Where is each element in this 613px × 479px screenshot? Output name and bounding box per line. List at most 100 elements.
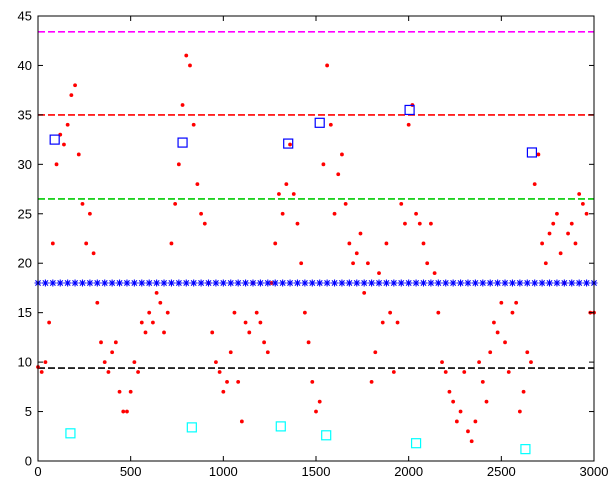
asterisk-marker: [49, 279, 57, 287]
data-point: [121, 409, 126, 414]
data-point: [65, 122, 70, 127]
data-point: [354, 251, 359, 256]
data-point: [429, 221, 433, 226]
asterisk-marker: [390, 279, 398, 287]
asterisk-marker: [368, 279, 376, 287]
data-point: [525, 350, 530, 355]
asterisk-marker: [293, 279, 301, 287]
asterisk-marker: [219, 279, 227, 287]
asterisk-marker: [427, 279, 435, 287]
asterisk-marker: [412, 279, 420, 287]
asterisk-marker: [286, 279, 294, 287]
data-point: [125, 409, 129, 414]
data-point: [443, 370, 448, 374]
data-point: [484, 399, 489, 404]
data-point: [295, 221, 300, 226]
x-tick-label: 3000: [580, 464, 609, 479]
data-point: [280, 211, 285, 216]
data-point: [373, 350, 378, 355]
asterisk-marker: [382, 279, 390, 287]
data-point: [180, 103, 185, 107]
y-tick-label: 20: [18, 256, 32, 271]
data-point: [191, 122, 196, 127]
data-point: [188, 63, 192, 68]
data-point: [536, 152, 541, 157]
asterisk-marker: [138, 279, 146, 287]
asterisk-marker: [256, 279, 264, 287]
data-point: [362, 290, 367, 295]
y-tick-label: 15: [18, 305, 32, 320]
data-point: [432, 271, 437, 276]
data-point: [421, 241, 426, 246]
data-point: [584, 211, 589, 216]
asterisk-marker: [345, 279, 353, 287]
asterisk-marker: [338, 279, 346, 287]
asterisk-marker: [242, 279, 250, 287]
data-point: [317, 399, 322, 404]
y-tick-labels: 0 5 10 15 20 25 30 35 40 45: [18, 9, 32, 469]
data-point: [162, 330, 166, 335]
asterisk-marker: [531, 279, 539, 287]
asterisk-marker: [442, 279, 450, 287]
data-point: [228, 350, 233, 355]
asterisk-marker: [471, 279, 479, 287]
data-point: [284, 182, 289, 187]
data-point: [310, 379, 315, 384]
data-point: [106, 370, 111, 374]
asterisk-marker: [301, 279, 309, 287]
data-point: [247, 330, 252, 335]
data-point: [480, 379, 485, 384]
data-point: [269, 281, 274, 285]
data-point: [232, 310, 237, 315]
asterisk-marker: [397, 279, 405, 287]
asterisk-marker: [323, 279, 331, 287]
asterisk-marker: [123, 279, 131, 287]
data-point: [128, 389, 133, 394]
asterisk-marker: [234, 279, 242, 287]
data-point: [488, 350, 493, 355]
data-point: [210, 330, 215, 335]
data-point: [151, 320, 155, 325]
asterisk-marker: [78, 279, 86, 287]
data-point: [54, 162, 59, 167]
data-point: [414, 211, 418, 216]
square-marker: [404, 104, 415, 116]
data-point: [558, 251, 563, 256]
data-point: [573, 241, 578, 246]
data-point: [139, 320, 144, 325]
data-point: [95, 300, 100, 305]
data-point: [473, 419, 478, 424]
asterisk-marker: [479, 279, 487, 287]
data-point: [328, 122, 333, 127]
asterisk-marker: [449, 279, 457, 287]
asterisk-marker: [86, 279, 94, 287]
asterisk-marker: [583, 279, 591, 287]
asterisk-marker: [434, 279, 442, 287]
asterisk-marker: [160, 279, 168, 287]
asterisk-marker: [212, 279, 220, 287]
asterisk-marker: [101, 279, 109, 287]
asterisk-marker: [190, 279, 198, 287]
series-2: [49, 104, 538, 158]
square-marker: [410, 438, 422, 449]
asterisk-marker: [331, 279, 339, 287]
data-point: [499, 300, 504, 305]
data-point: [136, 370, 140, 374]
data-point: [332, 211, 337, 216]
data-point: [358, 231, 363, 236]
asterisk-marker: [405, 279, 413, 287]
data-point: [547, 231, 552, 236]
data-point: [506, 370, 511, 374]
asterisk-marker: [419, 279, 427, 287]
asterisk-marker: [360, 279, 368, 287]
data-point: [184, 53, 189, 58]
data-point: [399, 201, 404, 206]
data-point: [369, 379, 374, 384]
series-layer: [34, 53, 598, 455]
data-point: [202, 221, 207, 226]
plot-background: [38, 16, 594, 461]
data-point: [555, 211, 559, 216]
asterisk-marker: [501, 279, 509, 287]
asterisk-marker: [71, 279, 79, 287]
